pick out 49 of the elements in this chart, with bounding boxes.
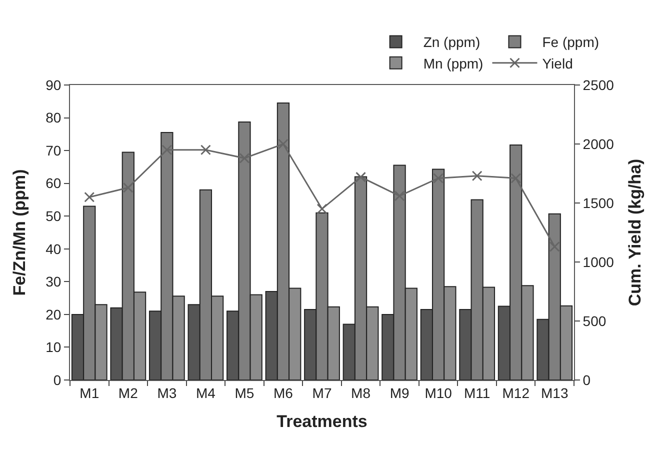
y2-tick-label: 500 (582, 312, 606, 329)
legend-label: Yield (542, 55, 573, 72)
y2-tick-label: 2000 (582, 136, 614, 152)
y2-tick-label: 1500 (582, 194, 614, 211)
point (84, 192, 95, 202)
legend-label: Zn (ppm) (423, 34, 480, 50)
x-tick-label: M2 (118, 384, 138, 401)
x-tick-label: M12 (502, 384, 530, 401)
y-tick-label: 40 (46, 240, 62, 257)
point (472, 170, 482, 182)
x-tick-label: M11 (464, 384, 490, 401)
point (278, 138, 288, 150)
x-axis-title: Treatments (276, 412, 368, 432)
point (433, 172, 444, 184)
point (510, 172, 522, 184)
x-tick-label: M7 (312, 384, 332, 401)
x-tick-label: M1 (80, 384, 100, 401)
y-tick-label: 50 (46, 208, 62, 224)
y-tick-label: 90 (46, 76, 62, 93)
y2-tick-label: 0 (582, 372, 591, 388)
y-axis-title: Fe/Zn/Mn (ppm) (10, 169, 30, 296)
point (549, 241, 560, 252)
point (356, 172, 366, 182)
legend-label: Mn (ppm) (423, 55, 484, 72)
x-tick-label: M3 (157, 384, 177, 401)
y2-tick-label: 2500 (582, 76, 614, 93)
x-tick-label: M13 (541, 384, 568, 401)
y2-axis-title: Cum. Yield (kg/ha) (626, 158, 645, 306)
y-tick-label: 70 (46, 142, 62, 158)
y-tick-label: 80 (46, 110, 62, 126)
y-tick-label: 10 (46, 339, 62, 356)
y2-tick-label: 1000 (582, 254, 614, 270)
y-tick-label: 20 (46, 306, 62, 322)
point (162, 144, 172, 156)
x-tick-label: M8 (351, 384, 371, 401)
y-tick-label: 0 (53, 372, 62, 388)
legend-label: Fe (ppm) (542, 34, 600, 50)
point (200, 144, 211, 156)
x-tick-label: M6 (274, 384, 294, 401)
y-tick-label: 60 (46, 175, 62, 192)
x-tick-label: M4 (196, 384, 216, 401)
point (122, 182, 134, 193)
x-tick-label: M5 (234, 384, 254, 401)
point (394, 190, 405, 202)
x-tick-label: M9 (390, 384, 410, 401)
point (316, 204, 328, 214)
x-tick-label: M10 (424, 384, 452, 401)
y-tick-label: 30 (46, 274, 62, 290)
point (239, 152, 250, 164)
